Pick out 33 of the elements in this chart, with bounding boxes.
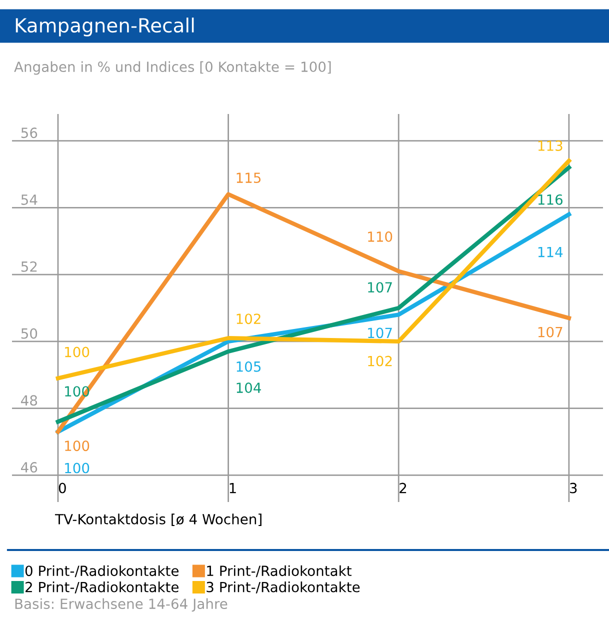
annotation: 115 bbox=[236, 172, 261, 184]
annotation: 100 bbox=[65, 440, 90, 452]
x-axis-title: TV-Kontaktdosis [ø 4 Wochen] bbox=[54, 514, 262, 526]
annotation: 100 bbox=[65, 346, 90, 358]
y-tick-label: 52 bbox=[21, 261, 37, 272]
annotation: 114 bbox=[538, 246, 563, 258]
annotation: 107 bbox=[538, 326, 562, 338]
legend-label: 1 Print-/Radiokontakt bbox=[207, 565, 352, 578]
chart-subtitle: Angaben in % und Indices [0 Kontakte = 100] bbox=[14, 61, 331, 75]
y-tick-label: 56 bbox=[21, 128, 38, 138]
annotation: 107 bbox=[368, 328, 392, 338]
annotation: 107 bbox=[368, 282, 392, 293]
annotation: 104 bbox=[236, 382, 261, 394]
y-tick-label: 48 bbox=[21, 395, 38, 406]
annotation: 102 bbox=[368, 356, 392, 366]
legend-label: 0 Print-/Radiokontakte bbox=[25, 565, 179, 578]
y-tick-label: 54 bbox=[21, 194, 38, 205]
legend-label: 2 Print-/Radiokontakte bbox=[26, 582, 179, 594]
x-tick-label: 0 bbox=[58, 482, 66, 494]
x-tick-label: 2 bbox=[400, 482, 406, 494]
text: Basis: Erwachsene 14-64 Jahre bbox=[15, 598, 228, 612]
annotation: 102 bbox=[236, 314, 260, 324]
x-tick-label: 1 bbox=[230, 482, 236, 494]
annotation: 116 bbox=[538, 194, 563, 205]
y-tick-label: 46 bbox=[21, 462, 38, 473]
annotation: 105 bbox=[236, 361, 261, 372]
annotation: 110 bbox=[368, 231, 392, 242]
legend-label: 3 Print-/Radiokontakte bbox=[206, 582, 360, 594]
chart-title: Kampagnen-Recall bbox=[16, 18, 194, 36]
annotation: 100 bbox=[65, 462, 90, 474]
annotation: 113 bbox=[538, 140, 562, 151]
x-tick-label: 3 bbox=[570, 482, 577, 494]
y-tick-label: 50 bbox=[21, 328, 38, 339]
